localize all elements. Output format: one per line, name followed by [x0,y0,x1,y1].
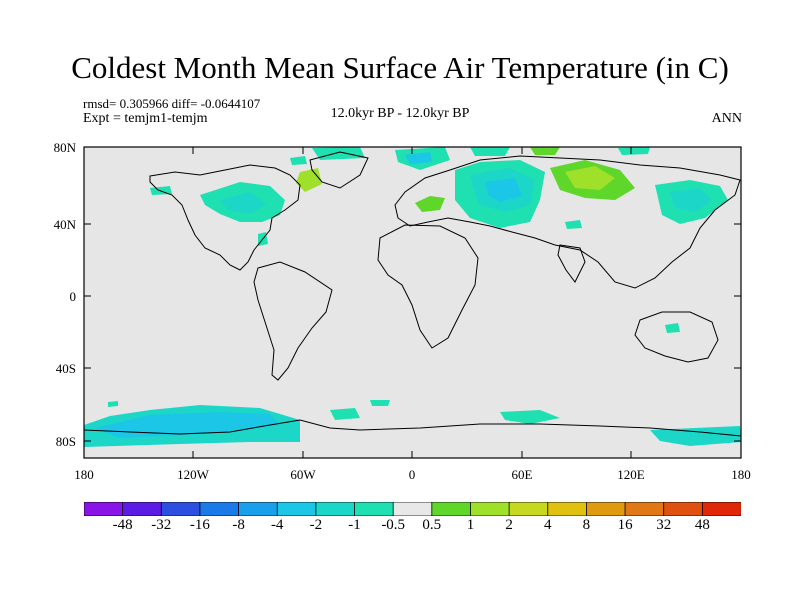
colorbar [84,502,741,516]
colorbar-label: 16 [617,517,633,533]
lat-label: 80S [55,434,76,449]
coastline-africa [377,224,479,349]
lat-label: 0 [69,289,77,304]
lon-label: 120E [617,467,645,482]
anomaly-patch [290,156,307,165]
coastline-australia [634,311,719,363]
lat-label: 40S [55,361,76,376]
anomaly-patch [220,192,266,214]
anomaly-patch [650,426,741,446]
lon-label: 180 [74,467,94,482]
map-title: Coldest Month Mean Surface Air Temperatu… [71,50,729,85]
lat-label: 80N [53,140,76,155]
colorbar-label: 48 [694,517,710,533]
anomaly-patch [500,410,560,424]
colorbar-swatch [586,502,626,516]
anomaly-patch [108,401,118,407]
coastline-antarctica [83,419,742,437]
colorbar-swatch [431,502,472,516]
colorbar-swatch [624,502,665,516]
colorbar-label: -2 [309,517,323,533]
coastlines [83,151,742,437]
colorbar-label: 1 [466,517,475,533]
lon-label: 0 [408,467,416,482]
experiment-label: Expt = temjm1-temjm [83,111,208,126]
anomaly-patch [470,147,510,156]
colorbar-label: 0.5 [422,517,442,533]
anomaly-patch [312,147,365,160]
coastline-greenland [309,151,369,189]
colorbar-swatch [122,502,163,516]
colorbar-label: -4 [270,517,284,533]
lat-label: 40N [53,217,76,232]
anomaly-patch [330,408,360,420]
colorbar-label: 8 [582,517,591,533]
lon-label: 120W [177,467,209,482]
stats-text: rmsd= 0.305966 diff= -0.0644107 [83,96,261,111]
colorbar-swatch [701,502,741,516]
colorbar-label: 4 [544,517,552,533]
coastline-eurasia [394,155,741,289]
colorbar-swatch [199,502,240,516]
anomaly-patch [405,152,432,164]
anomaly-patch [95,412,280,438]
colorbar-swatch [392,502,433,516]
anomaly-patch [415,196,445,212]
lon-label: 60W [290,467,316,482]
colorbar-label: 32 [656,517,672,533]
lon-label: 180 [731,467,751,482]
coastline-south-america [253,261,333,381]
axis-ticks [84,146,741,458]
anomaly-patch [618,147,650,155]
anomaly-patch [370,400,390,406]
colorbar-swatch [354,502,394,516]
colorbar-swatch [160,502,201,516]
anomaly-shading [84,147,741,447]
colorbar-label: 2 [505,517,513,533]
anomaly-patch [485,178,522,202]
anomaly-patch [530,147,560,155]
colorbar-swatch [238,502,278,516]
colorbar-label: -48 [112,517,133,533]
colorbar-swatch [276,502,317,516]
colorbar-label: -16 [189,517,210,533]
lon-label: 60E [511,467,533,482]
colorbar-swatch [663,502,704,516]
colorbar-label: -32 [151,517,172,533]
colorbar-swatch [547,502,588,516]
anomaly-patch [670,188,712,212]
anomaly-patch [565,220,582,229]
colorbar-swatch [470,502,510,516]
anomaly-patch [565,166,615,190]
coastline-north-america [149,164,301,271]
season-label: ANN [711,111,742,126]
colorbar-swatch [315,502,356,516]
period-label: 12.0kyr BP - 12.0kyr BP [330,106,470,121]
colorbar-swatch [84,502,124,516]
coastline-india [557,244,586,283]
colorbar-label: -1 [348,517,361,533]
colorbar-label: -8 [232,517,245,533]
colorbar-label: -0.5 [381,517,406,533]
colorbar-swatch [508,502,549,516]
anomaly-patch [665,323,680,333]
